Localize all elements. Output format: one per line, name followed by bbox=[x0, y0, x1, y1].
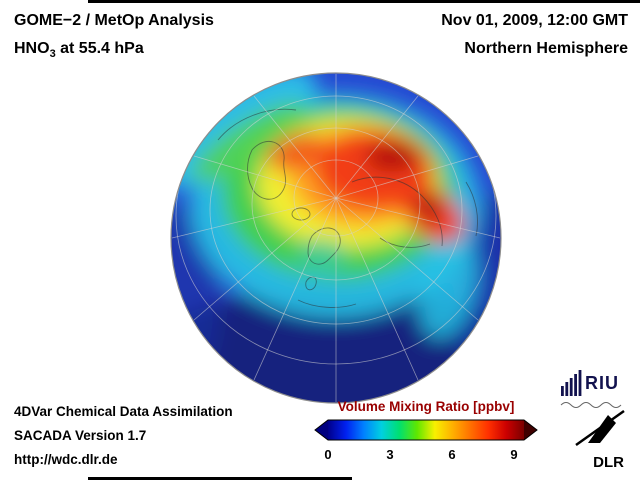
riu-logo: RIU bbox=[560, 370, 630, 414]
dlr-logo: DLR bbox=[568, 407, 628, 471]
plot-title: GOME−2 / MetOp Analysis bbox=[14, 12, 214, 29]
hemisphere-label: Northern Hemisphere bbox=[464, 40, 628, 57]
riu-mark-icon bbox=[561, 370, 582, 396]
colorbar-overflow-arrow bbox=[524, 420, 537, 440]
graticule bbox=[171, 73, 501, 402]
footer-line-url: http://wdc.dlr.de bbox=[14, 452, 118, 467]
colorbar-outline bbox=[314, 419, 538, 441]
colorbar: 0 3 6 9 bbox=[314, 419, 538, 462]
species-subscript: 3 bbox=[49, 48, 56, 61]
colorbar-tick-9: 9 bbox=[510, 447, 517, 462]
footer-line-assimilation: 4DVar Chemical Data Assimilation bbox=[14, 404, 233, 419]
header-left: GOME−2 / MetOp Analysis HNO3 at 55.4 hPa bbox=[14, 7, 214, 68]
analysis-datetime: Nov 01, 2009, 12:00 GMT bbox=[441, 12, 628, 29]
plot-subtitle: HNO3 at 55.4 hPa bbox=[14, 35, 214, 68]
header-right: Nov 01, 2009, 12:00 GMT Northern Hemisph… bbox=[441, 7, 628, 63]
pressure-level: at 55.4 hPa bbox=[55, 40, 144, 57]
species-name: HNO bbox=[14, 40, 50, 57]
colorbar-tick-3: 3 bbox=[386, 447, 393, 462]
footer-line-version: SACADA Version 1.7 bbox=[14, 428, 147, 443]
colorbar-tick-0: 0 bbox=[324, 447, 331, 462]
colorbar-tick-6: 6 bbox=[448, 447, 455, 462]
dlr-label: DLR bbox=[593, 454, 624, 471]
frame-line-bottom bbox=[88, 477, 352, 480]
globe-outline bbox=[170, 72, 502, 404]
coastlines bbox=[217, 108, 478, 308]
riu-logo-row: RIU bbox=[560, 370, 630, 396]
colorbar-gradient-bar bbox=[328, 420, 524, 440]
colorbar-underflow-arrow bbox=[315, 420, 328, 440]
colorbar-title: Volume Mixing Ratio [ppbv] bbox=[337, 399, 515, 414]
riu-label: RIU bbox=[585, 372, 619, 393]
frame-line-top bbox=[88, 0, 640, 3]
dlr-emblem-icon bbox=[575, 409, 625, 447]
riu-underline-icon bbox=[560, 402, 622, 408]
footer-text: 4DVar Chemical Data Assimilation SACADA … bbox=[14, 400, 233, 472]
